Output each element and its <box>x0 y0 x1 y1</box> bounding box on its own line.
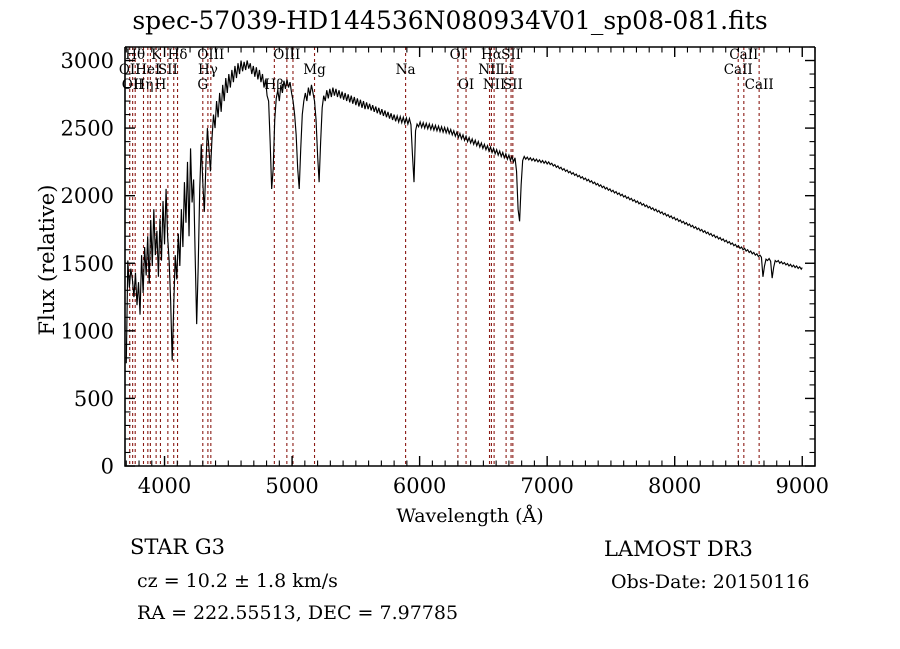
footer-coordinates: RA = 222.55513, DEC = 7.97785 <box>137 602 459 624</box>
spectrum-curve-group <box>125 60 803 364</box>
spectral-line-label: OI <box>458 77 474 93</box>
x-tick-label: 5000 <box>265 474 318 498</box>
spectral-line-label: Hδ <box>168 47 188 63</box>
spectral-line-label: CaII <box>724 62 753 78</box>
spectral-line-label: SII <box>158 62 178 78</box>
spectral-line-label: OIII <box>273 47 300 63</box>
spectral-line-label: Mg <box>303 62 326 78</box>
x-axis-title: Wavelength (Å) <box>396 505 543 527</box>
y-tick-label: 2500 <box>61 117 114 141</box>
spectral-line-label: OII <box>119 62 141 78</box>
tick-label-group: 0 500 1000 1500 2000 2500 3000 4000 5000 6000 7000… <box>61 49 829 498</box>
x-tick-label: 7000 <box>520 474 573 498</box>
y-tick-label: 3000 <box>61 49 114 73</box>
spectral-line-label: OI <box>450 47 466 63</box>
spectral-line-label: K <box>151 47 162 63</box>
x-tick-label: 4000 <box>138 474 191 498</box>
y-axis-title: Flux (relative) <box>35 185 59 336</box>
y-tick-label: 1500 <box>61 252 114 276</box>
spectral-line-label: NII <box>478 62 500 78</box>
footer-obs-date: Obs-Date: 20150116 <box>611 571 810 593</box>
y-tick-label: 1000 <box>61 319 114 343</box>
spectral-line-label: Hβ <box>265 77 285 93</box>
spectrum-curve <box>125 60 803 364</box>
spectral-line-label: H <box>155 77 167 93</box>
axis-frame <box>124 46 816 467</box>
spectral-line-label: Hη <box>134 77 154 93</box>
footer-survey: LAMOST DR3 <box>604 537 753 561</box>
marker-line-group <box>129 47 760 466</box>
spectral-line-label: NII <box>483 77 505 93</box>
spectral-line-label: CaII <box>745 77 774 93</box>
spectral-line-label: Na <box>396 62 416 78</box>
x-tick-label: 6000 <box>393 474 446 498</box>
x-tick-label: 9000 <box>776 474 829 498</box>
spectral-line-label: HeI <box>135 62 160 78</box>
spectral-line-label: Li <box>499 62 513 78</box>
spectral-line-label: SII <box>501 47 521 63</box>
spectral-line-label: CaII <box>729 47 758 63</box>
spectral-line-label: Hα <box>481 47 502 63</box>
spectral-line-label: G <box>197 77 208 93</box>
page-title: spec-57039-HD144536N080934V01_sp08-081.f… <box>132 6 768 35</box>
footer-cz: cz = 10.2 ± 1.8 km/s <box>137 570 338 592</box>
spectral-line-label: OII <box>122 77 144 93</box>
spectral-line-label: Hγ <box>198 62 218 78</box>
footer-object-type: STAR G3 <box>130 535 226 559</box>
y-tick-label: 500 <box>74 387 114 411</box>
spectral-line-label: Hθ <box>125 47 145 63</box>
spectral-line-label: SII <box>503 77 523 93</box>
axes-group <box>124 46 816 467</box>
y-tick-label: 0 <box>101 455 114 479</box>
x-tick-label: 8000 <box>648 474 701 498</box>
y-tick-label: 2000 <box>61 184 114 208</box>
spectral-line-label: OIII <box>197 47 224 63</box>
